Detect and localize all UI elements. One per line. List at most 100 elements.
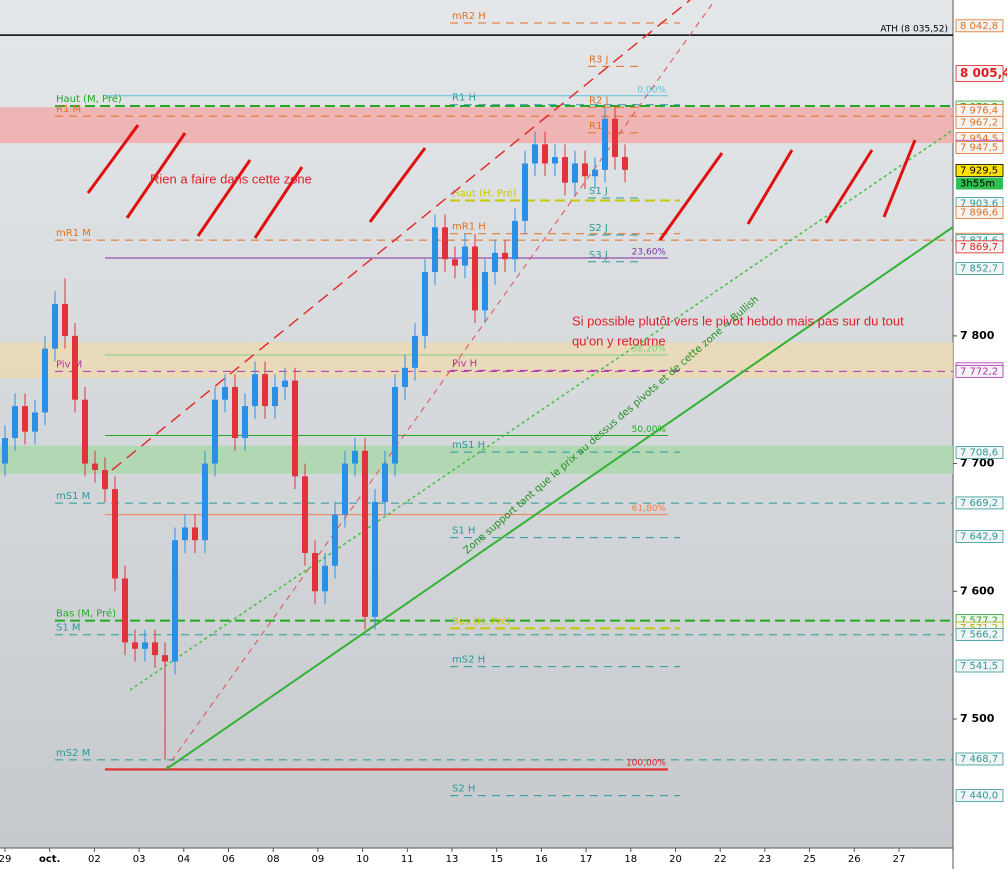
price-tag-label: 8 042,8 <box>960 21 998 32</box>
candle-body <box>452 259 458 266</box>
price-tag-label: 7 947,5 <box>960 143 998 154</box>
x-tick-label: 27 <box>893 854 906 865</box>
trend-line <box>164 0 716 771</box>
candle-body <box>442 227 448 260</box>
fib-label: 100,00% <box>626 758 666 768</box>
level-label: S2 J <box>589 223 608 234</box>
candle-body <box>272 386 278 407</box>
hatch <box>368 147 427 223</box>
candle-body <box>32 412 38 432</box>
x-tick-label: 23 <box>759 854 772 865</box>
price-tag-label: 7 903,6 <box>960 199 998 210</box>
price-tag-label: 7 852,7 <box>960 264 998 275</box>
candle-body <box>582 163 588 177</box>
x-tick-label: 25 <box>803 854 816 865</box>
candle-body <box>92 463 98 470</box>
level-label: Haut (H, Pré) <box>452 188 517 200</box>
level-label: Piv M <box>56 359 82 370</box>
x-tick-label: 22 <box>714 854 727 865</box>
x-tick-label: 03 <box>133 854 146 865</box>
zone <box>0 107 953 144</box>
price-tag <box>955 496 1004 510</box>
fib-label: 61,80% <box>632 504 667 514</box>
candle-body <box>432 227 438 273</box>
level-label: Haut (M, Pré) <box>56 93 122 105</box>
candle-body <box>362 450 368 617</box>
candle-body <box>262 374 268 407</box>
candle-body <box>612 118 618 158</box>
candle-body <box>332 514 338 566</box>
level-label: R1 H <box>452 93 476 104</box>
candle-body <box>282 380 288 387</box>
annotation: Rien a faire dans cette zone <box>150 171 312 186</box>
candle-body <box>102 469 108 490</box>
price-tag <box>955 446 1004 460</box>
fib-label: 23,60% <box>632 247 667 257</box>
price-tag-label: 7 708,6 <box>960 448 998 459</box>
level-label: R1 M <box>56 104 81 115</box>
price-tag <box>955 789 1004 803</box>
candle-body <box>472 246 478 311</box>
price-tag-label: 7 541,5 <box>960 661 998 672</box>
candle-body <box>82 399 88 464</box>
hatch <box>658 152 724 241</box>
y-tick-label: 7 500 <box>960 712 995 725</box>
level-label: R2 J <box>589 95 608 106</box>
x-tick-label: 20 <box>669 854 682 865</box>
candle-body <box>492 252 498 273</box>
candle-body <box>112 489 118 579</box>
candle-body <box>22 406 28 432</box>
price-tag <box>955 206 1004 219</box>
candle-body <box>602 118 608 170</box>
candle-body <box>412 335 418 368</box>
candle-body <box>162 655 168 662</box>
candle-body <box>402 367 408 387</box>
candle-body <box>512 220 518 260</box>
trend-lines <box>105 0 954 771</box>
candle-body <box>212 399 218 464</box>
level-label: R3 J <box>589 54 608 65</box>
price-tag-label: 8 005,4 <box>960 66 1007 80</box>
x-tick-label: 09 <box>312 854 325 865</box>
level-label: S3 J <box>589 250 608 261</box>
level-label: mS2 M <box>56 748 90 759</box>
x-tick-label: 06 <box>222 854 235 865</box>
candle-body <box>592 169 598 177</box>
price-tag-label: 7 566,2 <box>960 629 998 640</box>
level-label: mS1 M <box>56 491 90 502</box>
candle-body <box>62 303 68 336</box>
y-tick-label: 7 600 <box>960 584 995 597</box>
x-tick-label: 13 <box>446 854 459 865</box>
candle-body <box>222 386 228 400</box>
level-label: mR1 H <box>452 222 486 233</box>
x-axis-panel <box>0 848 953 869</box>
hatch <box>824 149 874 224</box>
candle-body <box>392 386 398 464</box>
candle-body <box>12 406 18 439</box>
candle-body <box>322 565 328 592</box>
candle-body <box>252 374 258 407</box>
zone <box>0 445 953 474</box>
price-tag-label: 7 954,5 <box>960 134 998 145</box>
level-label: mS1 H <box>452 440 485 451</box>
price-tag <box>955 752 1004 766</box>
candle-body <box>562 157 568 183</box>
level-label: mS2 H <box>452 655 485 666</box>
price-tag <box>955 141 1004 154</box>
trend-line <box>129 129 954 691</box>
price-tag-label: 7 869,7 <box>960 242 998 253</box>
price-tag-label: 7 468,7 <box>960 754 998 765</box>
candle-body <box>342 463 348 515</box>
price-tag <box>955 19 1004 33</box>
candle-body <box>122 578 128 643</box>
annotation: qu'on y retourne <box>572 333 666 348</box>
x-tick-label: 26 <box>848 854 861 865</box>
price-tag <box>955 659 1004 673</box>
candle-body <box>182 527 188 541</box>
level-label: R1 J <box>589 121 608 132</box>
candle-body <box>532 144 538 164</box>
level-label: mR2 H <box>452 11 486 22</box>
x-tick-label: 15 <box>490 854 503 865</box>
candle-body <box>2 438 8 464</box>
